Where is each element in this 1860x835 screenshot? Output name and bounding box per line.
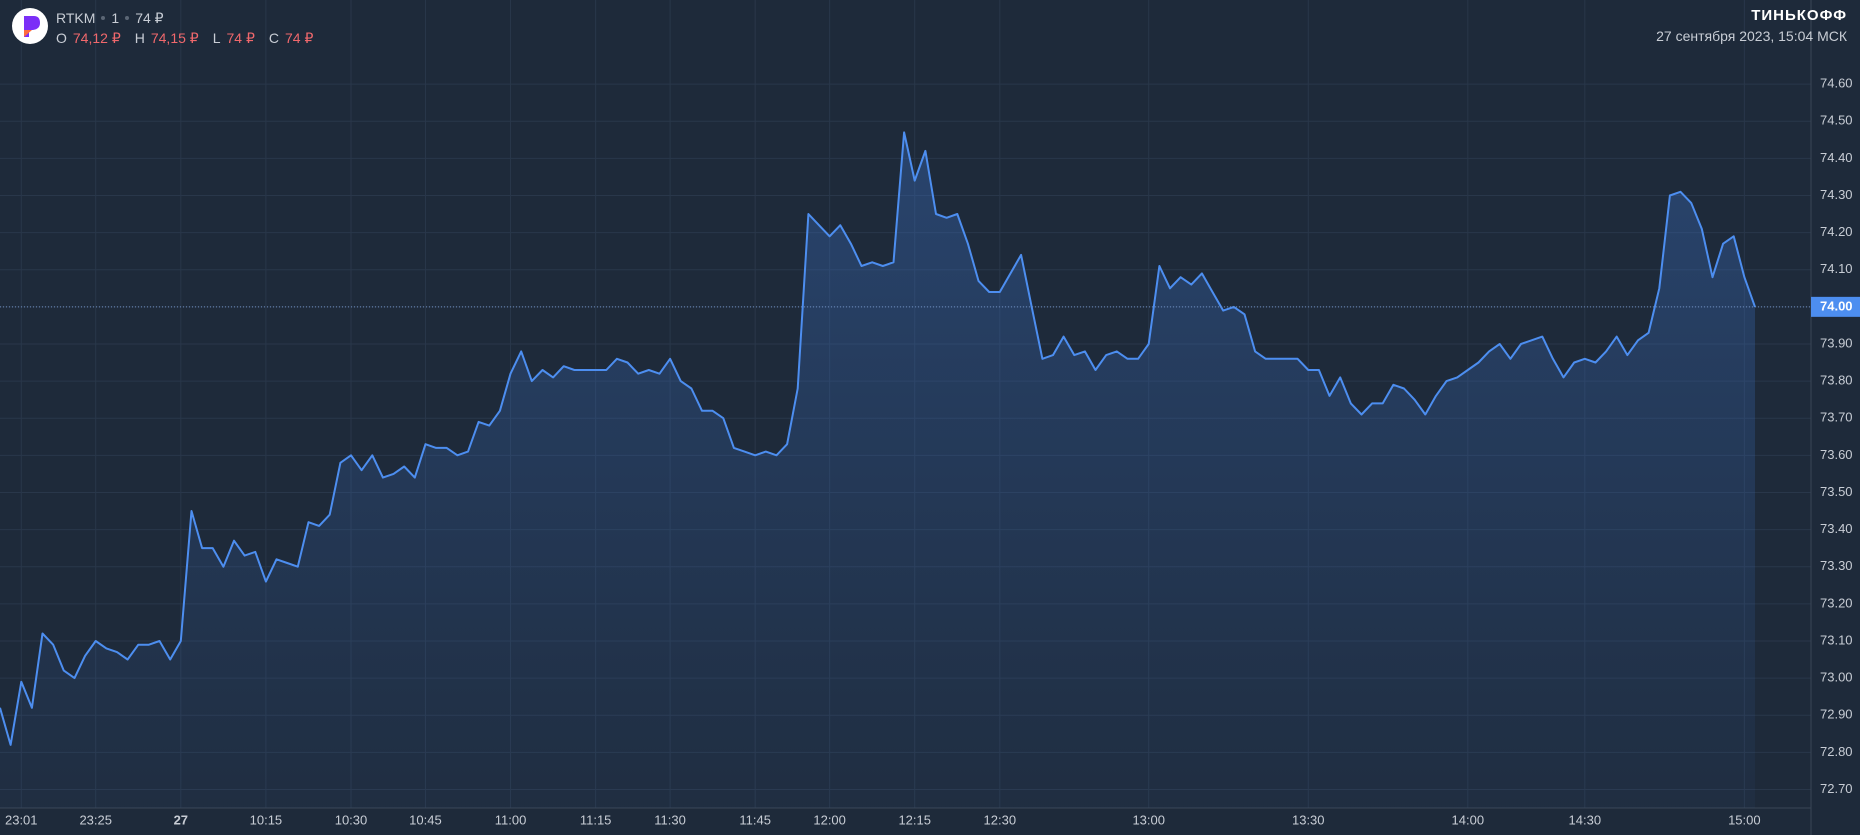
y-tick-label: 74.20 xyxy=(1820,224,1853,239)
y-tick-label: 73.70 xyxy=(1820,410,1853,425)
price: 74 ₽ xyxy=(135,10,164,26)
x-tick-label: 11:00 xyxy=(495,812,527,827)
y-tick-label: 72.80 xyxy=(1820,744,1853,759)
x-tick-label: 14:30 xyxy=(1569,812,1602,827)
y-tick-label: 73.50 xyxy=(1820,484,1853,499)
y-tick-label: 73.90 xyxy=(1820,335,1853,350)
ohlc-key: C xyxy=(268,30,279,46)
x-tick-label: 10:30 xyxy=(335,812,368,827)
y-tick-label: 73.40 xyxy=(1820,521,1853,536)
x-tick-label: 10:45 xyxy=(409,812,442,827)
ohlc-key: H xyxy=(134,30,145,46)
separator xyxy=(101,16,106,20)
ohlc-value: 74 ₽ xyxy=(285,30,314,46)
y-tick-label: 73.10 xyxy=(1820,632,1853,647)
y-tick-label: 72.90 xyxy=(1820,707,1853,722)
last-price-box xyxy=(1811,296,1860,317)
last-price-label: 74.00 xyxy=(1820,298,1853,313)
x-tick-label: 15:00 xyxy=(1728,812,1761,827)
ohlc-value: 74 ₽ xyxy=(226,30,255,46)
x-tick-label: 13:30 xyxy=(1292,812,1325,827)
logo xyxy=(12,8,48,44)
price-line xyxy=(0,131,1756,746)
x-tick-label: 23:25 xyxy=(79,812,112,827)
interval: 1 xyxy=(111,10,120,26)
ohlc-value: 74,12 ₽ xyxy=(72,30,121,46)
separator xyxy=(125,16,130,20)
y-tick-label: 73.30 xyxy=(1820,558,1853,573)
x-tick-label: 10:15 xyxy=(250,812,283,827)
y-tick-label: 74.50 xyxy=(1820,113,1853,128)
ohlc-key: O xyxy=(56,30,67,46)
y-tick-label: 74.10 xyxy=(1820,261,1853,276)
ticker: RTKM xyxy=(56,10,96,26)
x-tick-label: 23:01 xyxy=(5,812,38,827)
ohlc-key: L xyxy=(212,30,221,46)
x-tick-label: 11:30 xyxy=(654,812,686,827)
y-tick-label: 73.80 xyxy=(1820,373,1853,388)
x-tick-label: 12:00 xyxy=(813,812,846,827)
y-tick-label: 73.20 xyxy=(1820,595,1853,610)
brand: ТИНЬКОФФ xyxy=(1751,7,1847,24)
header: RTKM 1 74 ₽ O 74,12 ₽ H 74,15 ₽ L 74 ₽ C 74 ₽ xyxy=(56,8,321,48)
y-tick-label: 72.70 xyxy=(1820,781,1853,796)
timestamp: 27 сентября 2023, 15:04 МСК xyxy=(1656,28,1847,44)
y-tick-label: 74.60 xyxy=(1820,76,1853,91)
y-tick-label: 74.30 xyxy=(1820,187,1853,202)
y-tick-label: 73.60 xyxy=(1820,447,1853,462)
x-tick-label: 11:15 xyxy=(580,812,612,827)
ohlc-value: 74,15 ₽ xyxy=(150,30,199,46)
x-tick-label: 13:00 xyxy=(1132,812,1165,827)
y-tick-label: 73.00 xyxy=(1820,670,1853,685)
x-tick-label: 12:30 xyxy=(984,812,1017,827)
logo-icon xyxy=(24,16,40,37)
x-tick-label: 12:15 xyxy=(898,812,931,827)
x-tick-label: 11:45 xyxy=(739,812,771,827)
area-fill xyxy=(0,132,1755,808)
x-tick-label: 27 xyxy=(174,812,188,827)
x-tick-label: 14:00 xyxy=(1452,812,1485,827)
y-tick-label: 74.40 xyxy=(1820,150,1853,165)
ohlc-row: O 74,12 ₽ H 74,15 ₽ L 74 ₽ C 74 ₽ xyxy=(56,28,321,48)
